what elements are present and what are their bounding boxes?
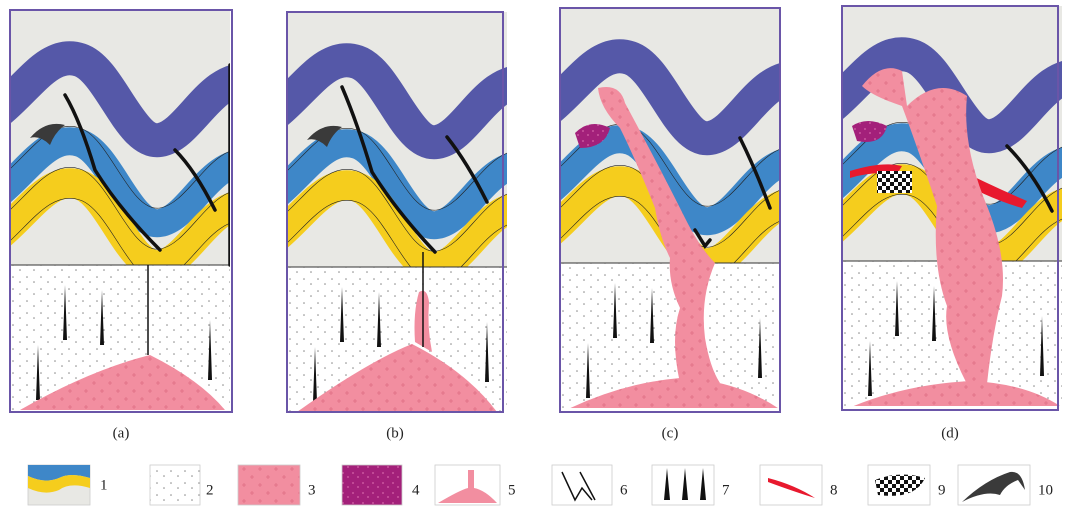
legend-label: 4 <box>412 482 420 498</box>
legend-label: 9 <box>938 482 946 498</box>
legend <box>28 465 1030 505</box>
panel-a <box>0 10 250 410</box>
panel-label: (c) <box>662 425 679 441</box>
legend-label: 10 <box>1038 482 1053 498</box>
legend-label: 5 <box>508 482 516 498</box>
panel-label: (a) <box>113 425 130 441</box>
panel-label: (b) <box>386 425 404 441</box>
legend-label: 3 <box>308 482 316 498</box>
legend-label: 7 <box>722 482 730 498</box>
legend-label: 8 <box>830 482 838 498</box>
panel-d <box>832 6 1067 411</box>
panel-c <box>550 8 800 413</box>
diagram: (a) (b) (c) (d) 1 2 3 4 5 6 7 8 9 10 <box>0 0 1067 513</box>
panel-label: (d) <box>941 425 959 441</box>
panel-b <box>277 12 527 412</box>
legend-label: 2 <box>206 482 214 498</box>
legend-label: 6 <box>620 482 628 498</box>
legend-label: 1 <box>100 477 108 493</box>
